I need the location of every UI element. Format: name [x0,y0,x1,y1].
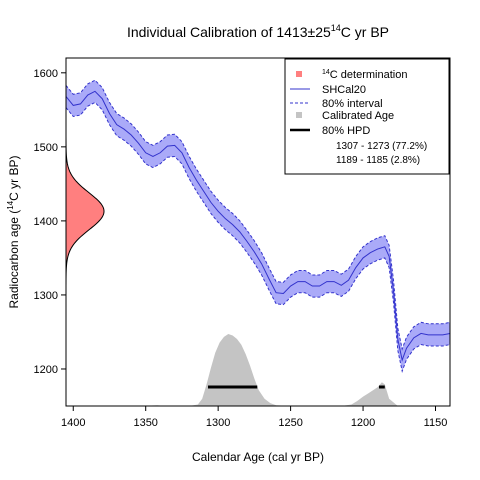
legend-interval-label: 80% interval [322,98,383,110]
legend-hpd-label: 80% HPD [322,125,370,137]
calibrated-density [138,334,422,406]
x-tick-label: 1250 [278,417,302,429]
plot-frame [65,57,451,407]
curve-mean-line [66,90,450,362]
shcal20-curve [66,79,450,374]
y-tick-label: 1600 [34,68,58,80]
interval-band-fill [66,80,450,372]
interval-upper-line [66,79,450,351]
legend-determination-label: 14C determination [322,69,407,81]
y-tick-label: 1300 [34,290,58,302]
x-tick-label: 1350 [133,417,157,429]
calibrated-density-area [138,334,422,406]
legend: 14C determination SHCal20 80% interval C… [284,58,450,175]
y-tick-label: 1200 [34,364,58,376]
y-tick-label: 1400 [34,216,58,228]
x-axis-label: Calendar Age (cal yr BP) [192,450,324,464]
legend-calibrated-label: Calibrated Age [322,110,394,122]
legend-hpd-range-2: 1189 - 1185 (2.8%) [336,155,420,166]
determination-density-outline [66,137,105,286]
determination-density [66,137,105,286]
x-tick-label: 1400 [61,417,85,429]
x-tick-label: 1150 [424,417,448,429]
interval-lower-line [66,101,450,374]
x-tick-label: 1200 [351,417,375,429]
determination-density-area [66,137,104,286]
legend-curve-label: SHCal20 [322,84,366,96]
y-tick-label: 1500 [34,142,58,154]
x-axis: 1400 1350 1300 1250 1200 1150 [61,406,447,429]
legend-hpd-range-1: 1307 - 1273 (77.2%) [336,141,427,152]
chart-title: Individual Calibration of 1413±2514C yr … [127,23,389,40]
y-axis: 1200 1300 1400 1500 1600 [34,68,66,376]
legend-calibrated-swatch [296,112,302,118]
legend-box [284,58,450,175]
curve-interval-band [66,80,450,372]
y-axis-label: Radiocarbon age (14C yr BP) [6,156,21,309]
legend-determination-swatch [296,71,302,77]
x-tick-label: 1300 [206,417,230,429]
